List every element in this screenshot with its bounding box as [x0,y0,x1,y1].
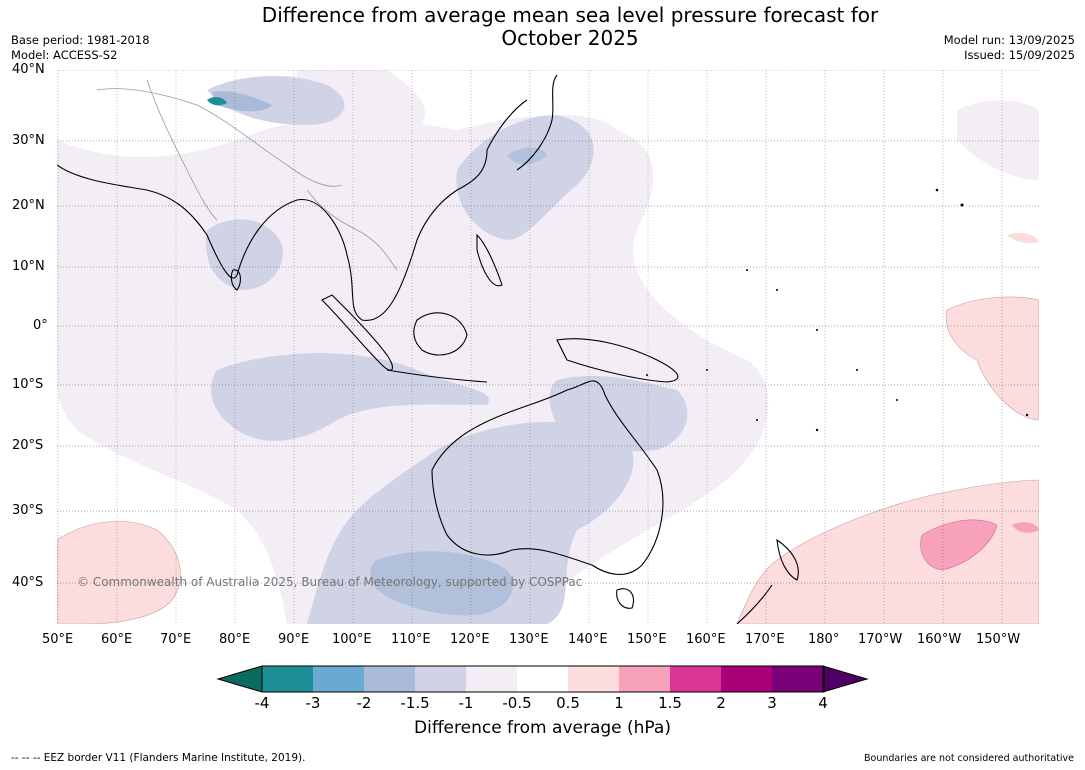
island-dots [646,188,1029,432]
title-line-1: Difference from average mean sea level p… [261,3,879,27]
colorbar-extend-max [822,665,869,693]
colorbar-bin [415,666,467,692]
colorbar-tick: -2 [356,694,372,712]
anomaly-region-minus-1.5-south [370,551,513,616]
anomaly-region-plus-1 [920,519,998,571]
base-period: Base period: 1981-2018 [11,33,150,47]
anomaly-region-minus-1-coral-sea [549,375,688,452]
meta-right: Model run: 13/09/2025 Issued: 15/09/2025 [944,33,1075,63]
colorbar-bin [568,666,620,692]
graticule-lon [57,70,1003,624]
colorbar-tick: 1 [614,694,624,712]
asia-coast [57,99,528,321]
meta-left: Base period: 1981-2018 Model: ACCESS-S2 [11,33,150,63]
lon-label: 100°E [332,632,372,647]
lon-label: 160°E [686,632,726,647]
anomaly-region-minus-1-tibet [207,75,345,125]
lon-label: 70°E [160,632,192,647]
colorbar-tick: -0.5 [502,694,532,712]
colorbar-bin [721,666,773,692]
anomaly-region-minus-1.5-japan [507,147,547,165]
new-guinea [556,338,679,383]
java-coast [386,369,488,383]
colorbar [216,665,869,693]
lat-label: 30°S [12,503,44,518]
lon-label: 50°E [42,632,74,647]
australia-coast [431,380,664,575]
model-run: Model run: 13/09/2025 [943,33,1075,47]
anomaly-region-plus-1-small [1012,522,1039,533]
colorbar-bin [517,666,569,692]
lat-label: 10°S [12,377,44,392]
lon-label: 160°W [917,632,962,647]
lat-label: 20°S [12,438,44,453]
colorbar-label: Difference from average (hPa) [414,718,671,738]
lat-label: 0° [33,318,48,333]
new-zealand-north [776,538,799,581]
borneo-coast [413,312,468,356]
anomaly-region-minus-0.5-east [957,100,1039,180]
anomaly-region-plus-0.5-east [945,296,1039,421]
lon-label: 150°E [627,632,667,647]
colorbar-tick: 3 [767,694,777,712]
lat-label: 40°S [12,575,44,590]
colorbar-bin [619,666,671,692]
title-line-2: October 2025 [501,26,639,50]
anomaly-region-minus-3-peak [207,96,227,106]
colorbar-tick: -1.5 [400,694,430,712]
lon-label: 110°E [391,632,431,647]
sri-lanka [230,269,242,291]
colorbar-tick: 2 [716,694,726,712]
new-zealand-south [736,584,773,624]
colorbar-tick: -3 [305,694,321,712]
colorbar-bin [466,666,518,692]
colorbar-tick: -1 [458,694,474,712]
eez-note: -- -- -- EEZ border V11 (Flanders Marine… [11,752,306,764]
lon-label: 60°E [101,632,133,647]
colorbar-bin [262,666,314,692]
colorbar-bin [772,666,824,692]
lat-label: 40°N [12,62,45,77]
lon-label: 90°E [278,632,310,647]
lon-label: 130°E [509,632,549,647]
colorbar-tick: 1.5 [658,694,682,712]
boundaries-note: Boundaries are not considered authoritat… [864,753,1074,764]
coastlines [57,74,799,624]
anomaly-region-minus-1-westpac [456,115,594,240]
colorbar-bin [364,666,416,692]
sumatra-coast [321,294,393,371]
lon-label: 120°E [450,632,490,647]
colorbar-tick: 0.5 [556,694,580,712]
model-name: Model: ACCESS-S2 [11,48,118,62]
issued-date: Issued: 15/09/2025 [964,48,1075,62]
anomaly-region-minus-1.5-tibet [212,91,272,112]
lat-label: 20°N [12,198,45,213]
lon-label: 80°E [219,632,251,647]
lon-label: 180° [808,632,840,647]
lat-label: 10°N [12,259,45,274]
anomaly-region-plus-0.5-west [57,521,181,624]
pressure-anomaly-map: © Commonwealth of Australia 2025, Bureau… [57,70,1039,624]
colorbar-tick: 4 [818,694,828,712]
lon-label: 150°W [976,632,1021,647]
map-title: Difference from average mean sea level p… [0,4,1085,50]
country-borders [96,79,398,271]
copyright-text: © Commonwealth of Australia 2025, Bureau… [77,575,582,589]
lon-label: 170°W [858,632,903,647]
anomaly-region-plus-0.5-tasman [736,479,1039,624]
anomaly-region-plus-0.5-small [1007,232,1039,244]
lon-label: 140°E [568,632,608,647]
colorbar-bin [670,666,722,692]
colorbar-tick: -4 [254,694,270,712]
lat-label: 30°N [12,133,45,148]
philippines [476,233,503,287]
lon-label: 170°E [745,632,785,647]
colorbar-bin [313,666,365,692]
colorbar-extend-min [216,665,263,693]
tasmania [616,588,635,609]
japan-coast [516,74,558,171]
